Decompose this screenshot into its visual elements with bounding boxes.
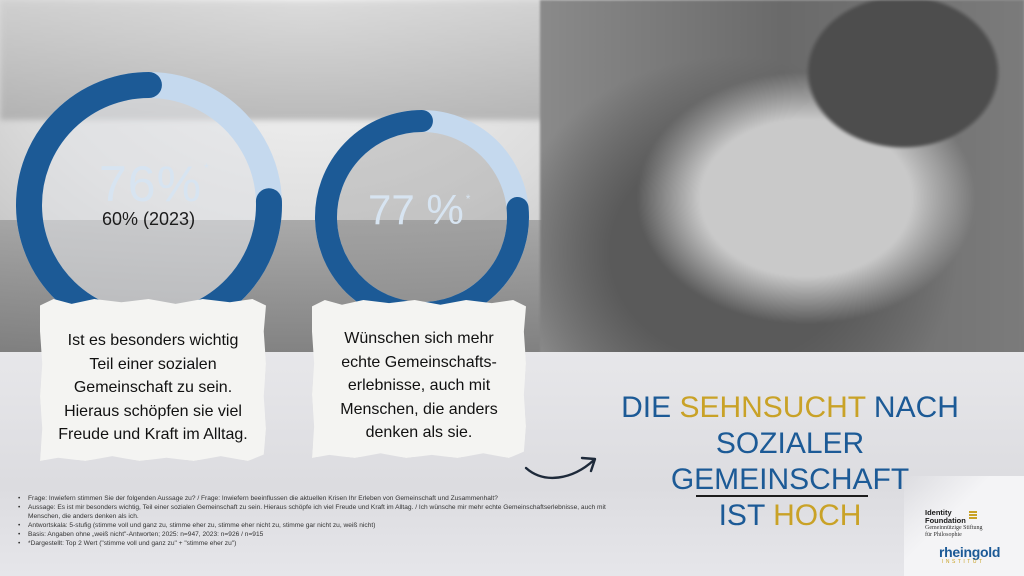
footnote-item: Basis: Angaben ohne „weiß nicht"-Antwort… — [18, 530, 608, 539]
identity-foundation-logo: Identity Foundation Gemeinnützige Stiftu… — [925, 509, 1021, 539]
caption-1-line: Hieraus schöpfen sie viel — [64, 402, 242, 420]
curved-arrow-icon — [524, 456, 597, 480]
headline: DIE SEHNSUCHT NACH SOZIALER GEMEINSCHAFT… — [600, 390, 980, 534]
footnote-item: Antwortskala: 5-stufig (stimme voll und … — [18, 521, 608, 530]
caption-2-line: denken als sie. — [365, 424, 473, 441]
caption-1-line: Freude und Kraft im Alltag. — [58, 426, 248, 443]
rheingold-logo-name: rheingold — [939, 544, 1001, 560]
donut-1-value-arc — [16, 72, 282, 338]
background-hugging-people — [540, 0, 1024, 360]
rheingold-logo-sub: INSTITUT — [942, 559, 985, 565]
caption-card-1: Ist es besonders wichtig Teil einer sozi… — [40, 299, 266, 461]
identity-logo-name-2: Foundation — [925, 516, 966, 525]
headline-line-3: IST HOCH — [600, 498, 980, 534]
headline-line-1: DIE SEHNSUCHT NACH — [600, 390, 980, 426]
headline-underline — [696, 495, 868, 497]
donut-2-value-label: 77 % * — [368, 186, 471, 233]
caption-2-line: Wünschen sich mehr — [344, 330, 494, 347]
headline-text: IST — [718, 499, 774, 532]
caption-2-line: echte Gemeinschafts- — [341, 353, 497, 371]
donut-2-footnote-marker: * — [465, 192, 471, 206]
footnote-item: Aussage: Es ist mir besonders wichtig, T… — [18, 503, 608, 521]
donut-1-footnote-marker: * — [204, 161, 210, 175]
rheingold-logo: rheingold INSTITUT — [939, 545, 1019, 565]
identity-logo-name-1: Identity — [925, 508, 952, 517]
donut-1-center — [39, 95, 259, 315]
caption-1-line: Ist es besonders wichtig — [67, 332, 239, 349]
headline-accent-word: SEHNSUCHT — [679, 391, 866, 424]
caption-card-2: Wünschen sich mehr echte Gemeinschafts- … — [312, 300, 526, 458]
headline-accent-word: HOCH — [773, 499, 862, 532]
background-paper-corner — [904, 476, 1024, 576]
headline-text: DIE — [621, 391, 680, 424]
footnote-item: *Dargestellt: Top 2 Wert ("stimme voll u… — [18, 539, 608, 548]
footnote-item: Frage: Inwiefern stimmen Sie der folgend… — [18, 494, 608, 503]
caption-1-line: Teil einer sozialen — [89, 355, 217, 373]
caption-2-line: Menschen, die anders — [340, 400, 498, 418]
footnotes: Frage: Inwiefern stimmen Sie der folgend… — [18, 494, 608, 548]
headline-line-2: SOZIALER GEMEINSCHAFT — [670, 427, 910, 496]
identity-logo-sub-1: Gemeinnützige Stiftung — [925, 525, 983, 531]
identity-logo-bars-icon — [969, 511, 977, 520]
caption-1-line: Gemeinschaft zu sein. — [73, 379, 233, 396]
headline-text: NACH — [865, 391, 959, 424]
donut-1-value-label: 76% * — [99, 156, 210, 212]
caption-2-line: erlebnisse, auch mit — [347, 377, 491, 394]
identity-logo-sub-2: für Philosophie — [925, 532, 962, 538]
donut-2-center — [334, 129, 510, 305]
donut-2-value-arc — [315, 110, 529, 324]
donut-1-comparison-label: 60% (2023) — [102, 209, 196, 229]
